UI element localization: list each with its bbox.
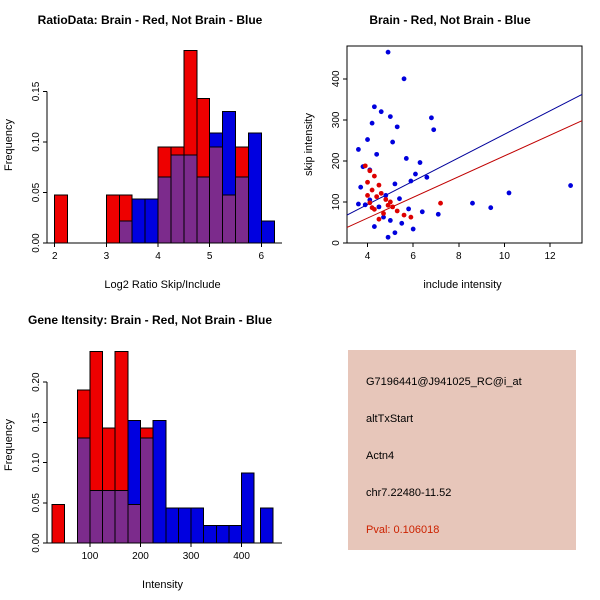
svg-text:3: 3 [104, 251, 110, 262]
panel-intensity-scatter: Brain - Red, Not Brain - Blue skip inten… [300, 0, 600, 300]
svg-text:8: 8 [456, 251, 462, 262]
svg-text:300: 300 [183, 551, 200, 562]
svg-text:0.00: 0.00 [31, 533, 42, 553]
svg-text:6: 6 [259, 251, 265, 262]
info-box: G7196441@J941025_RC@i_at altTxStart Actn… [348, 350, 576, 550]
y-axis-label: Frequency [3, 119, 15, 171]
svg-text:6: 6 [410, 251, 416, 262]
svg-text:12: 12 [544, 251, 556, 262]
y-axis-label: skip intensity [303, 113, 315, 177]
chart-title: Gene Itensity: Brain - Red, Not Brain - … [27, 313, 273, 327]
svg-text:100: 100 [82, 551, 99, 562]
panel-gene-intensity-histogram: Gene Itensity: Brain - Red, Not Brain - … [0, 300, 300, 600]
y-axis-label: Frequency [3, 419, 15, 471]
svg-text:4: 4 [365, 251, 371, 262]
svg-text:0.20: 0.20 [31, 372, 42, 392]
svg-text:400: 400 [331, 70, 342, 87]
svg-text:400: 400 [233, 551, 250, 562]
x-axis-label: include intensity [423, 279, 502, 291]
svg-text:2: 2 [52, 251, 58, 262]
gene-intensity-histogram-chart: 100 200 300 400 0.00 0.05 0.10 0.15 0.20 [31, 351, 282, 562]
panel-ratio-histogram: RatioData: Brain - Red, Not Brain - Blue… [0, 0, 300, 300]
ratio-histogram-chart: 2 3 4 5 6 0.00 0.05 0.10 0.15 [31, 50, 282, 262]
probe-id: G7196441@J941025_RC@i_at [366, 376, 522, 388]
svg-text:10: 10 [499, 251, 511, 262]
svg-text:4: 4 [155, 251, 161, 262]
chromosome-location: chr7.22480-11.52 [366, 487, 452, 499]
svg-text:0.15: 0.15 [31, 81, 42, 101]
chart-title: Brain - Red, Not Brain - Blue [369, 13, 531, 27]
svg-text:100: 100 [331, 193, 342, 210]
svg-text:0.10: 0.10 [31, 452, 42, 472]
gene-name: Actn4 [366, 450, 395, 462]
svg-text:0: 0 [331, 240, 342, 246]
svg-text:0.05: 0.05 [31, 493, 42, 513]
svg-text:200: 200 [132, 551, 149, 562]
intensity-scatter-chart: 4 6 8 10 12 0 100 200 300 400 [331, 45, 583, 262]
svg-text:200: 200 [331, 152, 342, 169]
panel-gene-info: G7196441@J941025_RC@i_at altTxStart Actn… [300, 300, 600, 600]
svg-text:300: 300 [331, 111, 342, 128]
x-axis-label: Intensity [142, 579, 183, 591]
svg-text:0.00: 0.00 [31, 233, 42, 253]
svg-text:0.10: 0.10 [31, 132, 42, 152]
pval-text: Pval: 0.106018 [366, 524, 440, 536]
svg-text:0.05: 0.05 [31, 182, 42, 202]
x-axis-label: Log2 Ratio Skip/Include [104, 279, 221, 291]
chart-title: RatioData: Brain - Red, Not Brain - Blue [37, 13, 263, 27]
svg-text:5: 5 [207, 251, 213, 262]
svg-text:0.15: 0.15 [31, 412, 42, 432]
event-type: altTxStart [366, 413, 414, 425]
